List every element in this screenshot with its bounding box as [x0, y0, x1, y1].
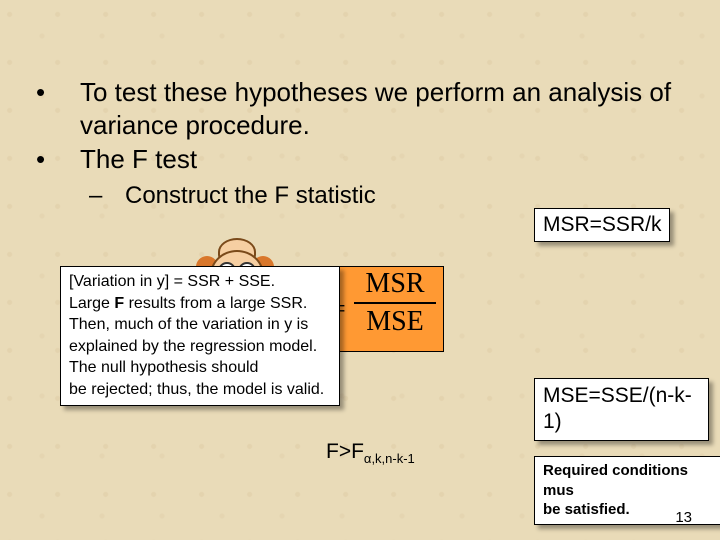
explain-line-1: [Variation in y] = SSR + SSE. [69, 271, 331, 293]
bullet-1-text: To test these hypotheses we perform an a… [80, 77, 671, 140]
box-mse-text: MSE=SSE/(n-k-1) [543, 384, 692, 433]
bullet-dot-icon: • [58, 143, 80, 176]
subbullet-1-text: Construct the F statistic [125, 182, 376, 209]
fraction-bar [354, 302, 436, 304]
subbullet-1: –Construct the F statistic [0, 182, 700, 210]
cond-line-1: Required conditions mus [543, 461, 715, 500]
formula-numerator: MSR [354, 268, 436, 300]
rejection-region: F>Fα,k,n-k-1 [326, 440, 415, 466]
dash-icon: – [107, 182, 125, 210]
reject-subscript: α,k,n-k-1 [364, 451, 415, 466]
box-mse: MSE=SSE/(n-k-1) [534, 378, 709, 441]
box-conditions: Required conditions mus be satisfied. [534, 456, 720, 525]
box-msr-text: MSR=SSR/k [543, 213, 661, 236]
explain-line-2: Large F results from a large SSR. [69, 293, 331, 315]
slide: •To test these hypotheses we perform an … [0, 0, 720, 540]
bullet-1: •To test these hypotheses we perform an … [0, 76, 700, 141]
box-explanation: [Variation in y] = SSR + SSE. Large F re… [60, 266, 340, 406]
formula-denominator: MSE [354, 306, 436, 338]
bullet-dot-icon: • [58, 76, 80, 109]
explain-line-5: The null hypothesis should [69, 357, 331, 379]
bullet-2: •The F test [0, 143, 700, 176]
explain-line-6: be rejected; thus, the model is valid. [69, 379, 331, 401]
explain-l2a: Large [69, 295, 114, 312]
formula-fraction: MSR MSE [354, 268, 436, 338]
body-text: •To test these hypotheses we perform an … [0, 76, 700, 210]
explain-line-4: explained by the regression model. [69, 336, 331, 358]
explain-l2c: results from a large SSR. [124, 295, 307, 312]
explain-l2b: F [114, 295, 124, 312]
explain-line-3: Then, much of the variation in y is [69, 314, 331, 336]
box-msr: MSR=SSR/k [534, 208, 670, 242]
page-number: 13 [675, 509, 692, 526]
reject-lhs: F>F [326, 440, 364, 463]
bullet-2-text: The F test [80, 144, 197, 174]
